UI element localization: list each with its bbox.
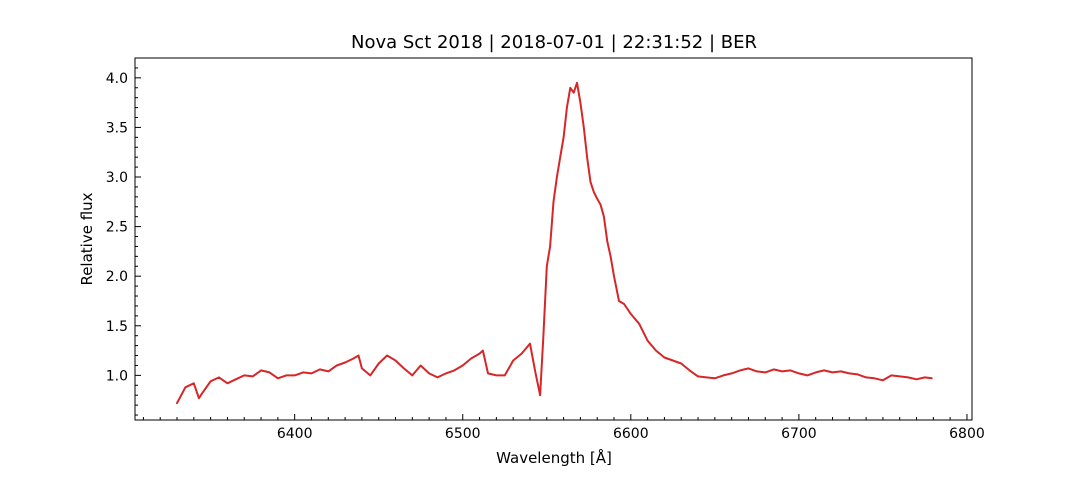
chart-title: Nova Sct 2018 | 2018-07-01 | 22:31:52 | … [351, 32, 757, 53]
y-tick-label: 1.5 [106, 319, 128, 335]
x-tick-label: 6700 [781, 426, 817, 442]
x-tick-label: 6800 [949, 426, 985, 442]
x-axis-label: Wavelength [Å] [496, 448, 612, 467]
x-tick-label: 6500 [445, 426, 481, 442]
plot-frame [134, 57, 973, 421]
y-tick-label: 4.0 [106, 71, 128, 87]
y-tick-label: 2.5 [106, 220, 128, 236]
x-tick-label: 6600 [613, 426, 649, 442]
y-tick-label: 1.0 [106, 368, 128, 384]
y-tick-label: 3.5 [106, 120, 128, 136]
y-tick-label: 2.0 [106, 269, 128, 285]
x-tick-label: 6400 [277, 426, 313, 442]
spectrum-series-line [176, 81, 933, 405]
y-tick-label: 3.0 [106, 170, 128, 186]
y-axis-label: Relative flux [78, 192, 96, 285]
